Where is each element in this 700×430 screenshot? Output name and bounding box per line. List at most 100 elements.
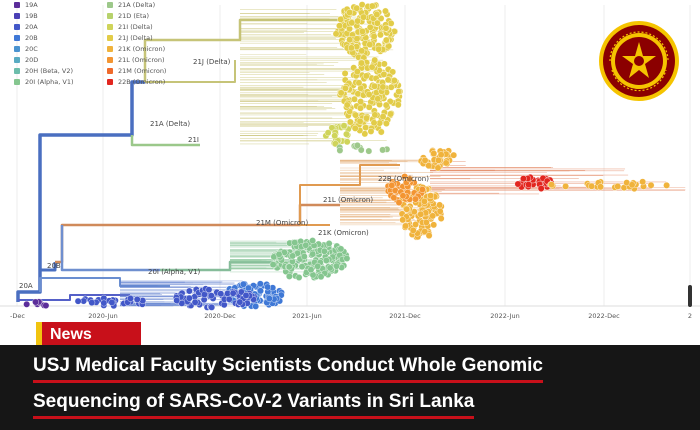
university-seal-icon bbox=[599, 21, 679, 101]
legend-item[interactable]: 20H (Beta, V2) bbox=[0, 65, 93, 76]
legend-label: 21A (Delta) bbox=[118, 1, 156, 10]
legend-item[interactable]: 22B (Omicron) bbox=[93, 76, 175, 87]
tip-dot bbox=[406, 175, 414, 183]
tip-dot bbox=[399, 192, 407, 200]
tip-dot bbox=[418, 186, 426, 193]
legend-item[interactable]: 19B bbox=[0, 11, 93, 22]
tip-dot bbox=[285, 263, 293, 271]
x-tick-label: 2021-Dec bbox=[389, 312, 421, 320]
clade-label: 20I (Alpha, V1) bbox=[148, 268, 201, 276]
legend-swatch bbox=[107, 13, 113, 20]
tree-branch bbox=[18, 294, 130, 301]
tip-dot bbox=[548, 181, 555, 189]
legend-label: 20B bbox=[25, 34, 38, 43]
legend-item[interactable]: 20D bbox=[0, 54, 93, 65]
tip-dot bbox=[205, 286, 213, 294]
legend-item[interactable]: 21K (Omicron) bbox=[93, 44, 175, 55]
tip-dot bbox=[371, 82, 378, 90]
tree-branch bbox=[299, 164, 400, 205]
legend-item[interactable]: 21L (Omicron) bbox=[93, 54, 175, 65]
tip-dot bbox=[265, 295, 273, 302]
legend-item[interactable]: 21I (Delta) bbox=[93, 22, 175, 33]
tip-dot bbox=[309, 237, 316, 245]
tip-dot bbox=[367, 127, 375, 135]
legend-swatch bbox=[14, 78, 20, 85]
legend-item[interactable]: 21A (Delta) bbox=[93, 0, 175, 11]
tip-dot bbox=[365, 103, 373, 111]
tip-dot bbox=[387, 83, 395, 91]
legend-item[interactable]: 20A bbox=[0, 22, 93, 33]
legend-item[interactable]: 21D (Eta) bbox=[93, 11, 175, 22]
tip-dot bbox=[382, 120, 390, 127]
clade-label: 21K (Omicron) bbox=[318, 229, 369, 237]
tip-dot bbox=[430, 150, 438, 157]
tip-dot bbox=[588, 182, 596, 190]
tip-dot bbox=[562, 182, 570, 190]
legend-swatch bbox=[14, 13, 20, 20]
tip-dot bbox=[387, 110, 394, 118]
tip-dot bbox=[382, 24, 390, 32]
legend-item[interactable]: 21J (Delta) bbox=[93, 33, 175, 44]
legend-item[interactable]: 20I (Alpha, V1) bbox=[0, 76, 93, 87]
legend-label: 21I (Delta) bbox=[118, 23, 153, 32]
tip-dot bbox=[436, 207, 444, 215]
legend-item[interactable]: 19A bbox=[0, 0, 93, 11]
tip-dot bbox=[295, 274, 303, 281]
tip-dot bbox=[436, 201, 444, 209]
legend-swatch bbox=[107, 24, 113, 31]
tip-dot bbox=[427, 192, 434, 200]
tip-dot bbox=[628, 181, 636, 189]
legend-item[interactable]: 20C bbox=[0, 44, 93, 55]
tip-dot bbox=[377, 128, 385, 136]
tip-dot bbox=[343, 130, 350, 138]
tip-dot bbox=[208, 303, 216, 311]
legend-label: 21D (Eta) bbox=[118, 12, 150, 21]
legend-label: 21J (Delta) bbox=[118, 34, 153, 43]
tip-dot bbox=[257, 287, 264, 295]
legend-item[interactable]: 21M (Omicron) bbox=[93, 65, 175, 76]
tip-dot bbox=[225, 295, 233, 303]
legend-item[interactable]: 20B bbox=[0, 33, 93, 44]
tip-dot bbox=[614, 182, 622, 190]
tip-dot bbox=[355, 79, 363, 87]
tip-dot bbox=[343, 101, 351, 109]
tip-dot bbox=[423, 219, 430, 226]
clade-label: 20B bbox=[47, 262, 61, 270]
tip-dot bbox=[382, 7, 389, 15]
tip-dot bbox=[365, 91, 373, 98]
tip-dot bbox=[379, 83, 387, 91]
clade-label: 20A bbox=[19, 282, 33, 290]
tip-dot bbox=[370, 119, 378, 127]
legend-label: 20H (Beta, V2) bbox=[25, 66, 74, 75]
tip-dot bbox=[442, 159, 450, 167]
tip-dot bbox=[191, 298, 199, 306]
legend-label: 19B bbox=[25, 12, 38, 21]
tip-dot bbox=[417, 210, 425, 218]
legend-swatch bbox=[14, 35, 20, 42]
clade-label: 21L (Omicron) bbox=[323, 196, 373, 204]
tip-dot bbox=[373, 11, 381, 18]
tip-dot bbox=[352, 111, 360, 119]
legend-swatch bbox=[14, 24, 20, 31]
scrollbar-thumb[interactable] bbox=[688, 285, 692, 307]
tip-dot bbox=[328, 124, 336, 132]
tip-dot bbox=[139, 297, 147, 304]
tip-dot bbox=[379, 146, 387, 154]
tree-branch bbox=[299, 205, 330, 226]
tip-dot bbox=[399, 216, 407, 224]
tip-dot bbox=[346, 36, 354, 44]
tree-branch bbox=[143, 18, 340, 82]
tip-dot bbox=[390, 77, 398, 84]
x-tick-label: 2022-Jun bbox=[490, 312, 519, 320]
tip-dot bbox=[351, 95, 358, 103]
headline-line-2: Sequencing of SARS-CoV-2 Variants in Sri… bbox=[33, 391, 475, 419]
tip-dot bbox=[450, 151, 458, 159]
tip-dot bbox=[357, 104, 364, 112]
tip-dot bbox=[382, 36, 390, 44]
tip-dot bbox=[353, 68, 361, 75]
tip-dot bbox=[371, 111, 379, 119]
tip-dot bbox=[370, 33, 378, 40]
tip-dot bbox=[429, 212, 437, 220]
tip-dot bbox=[291, 239, 299, 247]
legend-label: 21K (Omicron) bbox=[118, 45, 166, 53]
